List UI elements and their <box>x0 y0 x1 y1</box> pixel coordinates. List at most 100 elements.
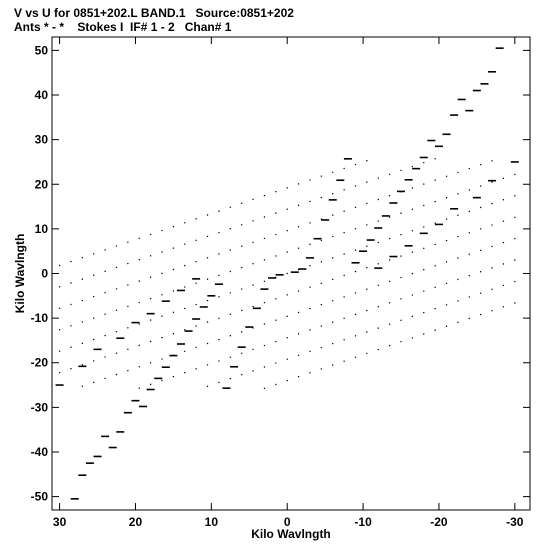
uv-track-dot <box>127 348 129 350</box>
uv-track-dot <box>400 191 402 193</box>
uv-track-dot <box>240 245 243 247</box>
uv-track-dot <box>275 255 277 257</box>
uv-track-dot <box>138 387 140 389</box>
x-tick-label: -30 <box>506 515 524 529</box>
chart-subtitle: Ants * - * Stokes I IF# 1 - 2 Chan# 1 <box>14 20 232 34</box>
uv-track-dot <box>343 189 345 191</box>
x-axis-label: Kilo Wavlngth <box>251 527 331 541</box>
uv-track-dot <box>411 208 414 211</box>
uv-track-dot <box>70 260 72 263</box>
uv-track-dot <box>457 193 459 195</box>
uv-track-dot <box>275 319 277 321</box>
uv-track-dot <box>229 377 232 380</box>
uv-track-dot <box>354 163 357 166</box>
uv-track-dot <box>354 313 357 316</box>
uv-track-dot <box>70 282 72 284</box>
uv-track-dot <box>81 342 84 345</box>
uv-track-dot <box>263 280 266 282</box>
uv-track-dot <box>229 249 232 251</box>
chart-title: V vs U for 0851+202.L BAND.1 Source:0851… <box>14 6 294 20</box>
uv-track-dot <box>115 245 118 247</box>
uv-track-dot <box>195 303 197 306</box>
uv-track-dot <box>184 286 186 288</box>
uv-track-dot <box>377 284 379 286</box>
y-tick-label: 40 <box>35 88 49 102</box>
uv-track-dot <box>468 167 471 170</box>
uv-track-dot <box>434 243 436 246</box>
uv-track-dot <box>240 224 243 226</box>
uv-track-dot <box>514 237 516 240</box>
uv-track-dot <box>366 245 368 248</box>
uv-track-dot <box>172 225 175 228</box>
uv-track-dot <box>286 251 288 253</box>
uv-track-dot <box>172 354 175 356</box>
uv-track-dot <box>320 282 323 284</box>
uv-track-dot <box>184 329 186 331</box>
uv-track-dot <box>320 346 323 349</box>
uv-track-dot <box>479 206 482 209</box>
uv-track-dot <box>252 198 254 201</box>
uv-track-dot <box>320 303 323 306</box>
uv-track-dot <box>81 257 84 259</box>
uv-track-dot <box>411 272 414 275</box>
uv-track-dot <box>377 241 379 244</box>
uv-track-dot <box>400 255 402 257</box>
uv-track-dot <box>309 222 311 224</box>
uv-track-dot <box>58 350 61 352</box>
uv-track-dot <box>286 315 288 318</box>
uv-track-dot <box>138 323 140 325</box>
uv-track-dot <box>297 311 300 314</box>
uv-track-dot <box>218 253 220 255</box>
uv-track-dot <box>93 381 95 384</box>
uv-track-dot <box>195 261 197 263</box>
uv-track-dot <box>309 329 311 331</box>
uv-track-dot <box>184 264 186 267</box>
uv-track-dot <box>263 387 266 390</box>
y-axis-label: Kilo Wavlngth <box>13 234 27 314</box>
uv-track-dot <box>149 362 152 364</box>
uv-track-dot <box>286 294 288 296</box>
uv-track-dot <box>320 325 323 327</box>
uv-track-dot <box>229 227 232 230</box>
uv-track-dot <box>445 175 448 178</box>
uv-track-dot <box>149 319 152 321</box>
uv-track-dot <box>206 321 209 323</box>
uv-track-dot <box>309 286 311 288</box>
uv-track-dot <box>172 311 175 314</box>
uv-track-dot <box>445 261 448 263</box>
uv-track-dot <box>457 257 459 259</box>
uv-track-dot <box>434 329 436 331</box>
uv-track-dot <box>423 183 425 185</box>
uv-track-dot <box>366 202 368 205</box>
uv-track-dot <box>377 305 379 308</box>
uv-track-dot <box>218 296 220 298</box>
uv-track-dot <box>479 292 482 294</box>
uv-track-dot <box>115 288 118 290</box>
uv-track-dot <box>366 159 368 162</box>
uv-track-dot <box>491 310 493 312</box>
y-tick-label: 50 <box>35 43 49 57</box>
uv-track-dot <box>93 253 95 255</box>
uv-track-dot <box>332 300 334 302</box>
uv-track-dot <box>252 220 254 222</box>
uv-track-dot <box>275 212 277 214</box>
uv-track-dot <box>366 224 368 226</box>
uv-track-dot <box>81 299 84 302</box>
uv-track-dot <box>332 214 334 216</box>
y-tick-label: -20 <box>31 356 49 370</box>
y-tick-label: -50 <box>31 490 49 504</box>
uv-track-dot <box>70 367 72 370</box>
uv-track-dot <box>445 282 448 285</box>
uv-track-dot <box>309 243 311 246</box>
uv-track-dot <box>377 198 379 201</box>
plot-frame <box>51 36 531 511</box>
uv-track-dot <box>172 333 175 335</box>
uv-track-dot <box>286 337 288 339</box>
uv-track-dot <box>58 307 61 310</box>
uv-track-dot <box>286 379 288 382</box>
uv-track-dot <box>491 288 493 290</box>
uv-track-dot <box>127 284 129 286</box>
uv-track-dot <box>127 262 129 265</box>
uv-track-dot <box>309 200 311 203</box>
uv-track-dot <box>502 199 505 201</box>
